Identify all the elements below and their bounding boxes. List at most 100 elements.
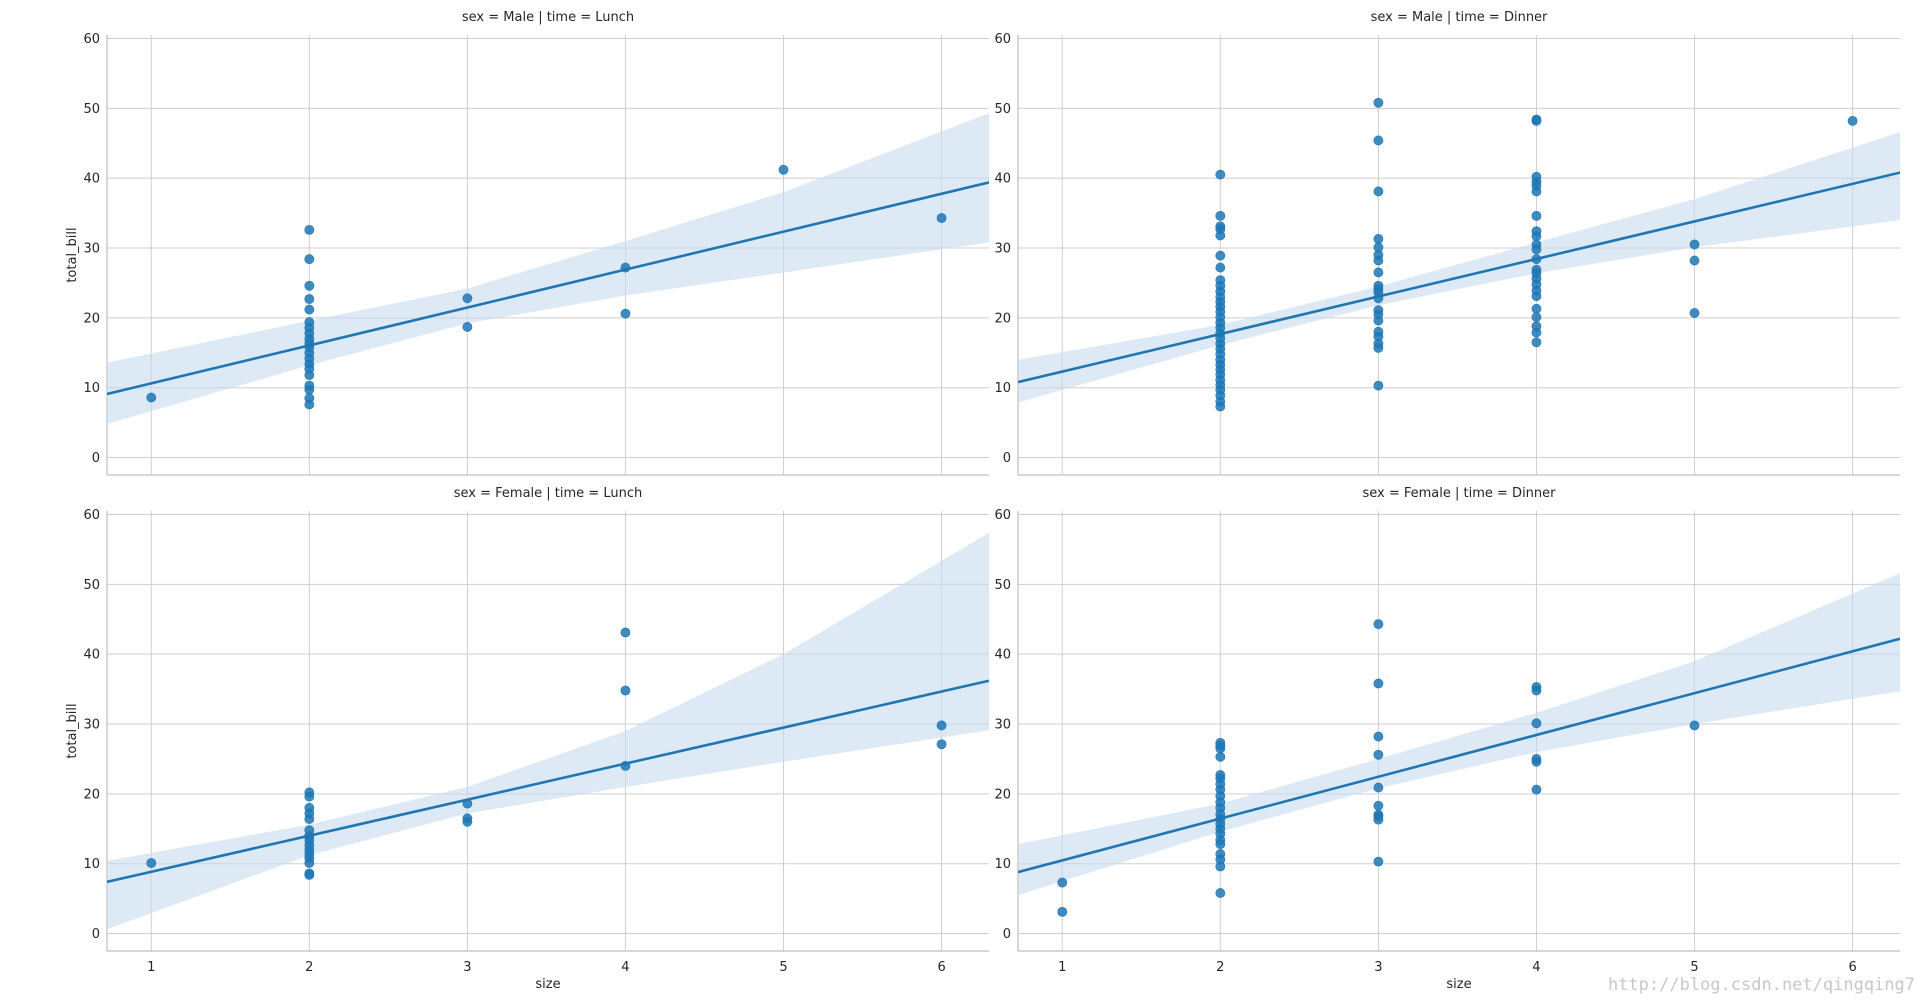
scatter-point (304, 787, 315, 798)
y-tick-label: 60 (994, 32, 1011, 47)
scatter-point (1373, 280, 1384, 291)
scatter-point (1215, 275, 1226, 286)
x-tick-label: 6 (937, 960, 945, 975)
watermark-text: http://blog.csdn.net/qingqing7 (1608, 975, 1915, 995)
y-tick-label: 50 (994, 578, 1011, 593)
scatter-point (1373, 97, 1384, 108)
scatter-point (1373, 234, 1384, 244)
y-tick-label: 60 (83, 508, 100, 523)
scatter-point (1373, 135, 1384, 146)
y-tick-label: 40 (994, 648, 1011, 663)
confidence-band (1018, 132, 1900, 403)
y-tick-label: 60 (83, 32, 100, 47)
scatter-point (304, 304, 315, 315)
scatter-point (1847, 116, 1858, 126)
y-tick-label: 0 (92, 451, 100, 466)
x-tick-label: 4 (621, 960, 629, 975)
plot-content (1018, 97, 1900, 412)
y-tick-label: 0 (1003, 451, 1011, 466)
y-tick-label: 40 (83, 648, 100, 663)
scatter-point (620, 627, 631, 638)
x-tick-label: 3 (463, 960, 471, 975)
facet-title: sex = Male | time = Dinner (1371, 10, 1548, 25)
scatter-point (1215, 751, 1226, 762)
scatter-point (620, 308, 631, 319)
scatter-point (1373, 380, 1384, 391)
y-axis-label: total_bill (65, 703, 80, 758)
scatter-point (462, 813, 473, 824)
scatter-point (936, 720, 947, 731)
scatter-point (304, 825, 315, 836)
y-tick-label: 20 (83, 311, 100, 326)
scatter-point (1373, 678, 1384, 689)
scatter-point (1215, 221, 1226, 232)
x-tick-label: 4 (1532, 960, 1540, 975)
scatter-point (304, 380, 315, 391)
x-tick-label: 5 (779, 960, 787, 975)
scatter-point (1373, 809, 1384, 820)
scatter-point (1215, 169, 1226, 180)
scatter-point (1373, 305, 1384, 316)
scatter-point (304, 802, 315, 813)
scatter-point (1531, 239, 1542, 250)
x-tick-label: 2 (1216, 960, 1224, 975)
scatter-point (936, 213, 947, 223)
facet-panel-1: sex = Male | time = Lunch 0 10 20 30 40 50 60 to… (65, 10, 989, 476)
x-axis-label: size (535, 977, 560, 992)
scatter-point (1531, 321, 1542, 332)
scatter-point (1531, 784, 1542, 795)
scatter-point (1531, 682, 1542, 692)
scatter-point (1215, 737, 1226, 748)
scatter-point (462, 322, 473, 332)
confidence-band (107, 113, 989, 424)
regression-line (1018, 637, 1900, 874)
scatter-point (462, 293, 473, 304)
x-tick-label: 3 (1374, 960, 1382, 975)
scatter-point (1531, 718, 1542, 729)
facet-panel-4: sex = Female | time = Dinner 0 10 20 30 40 50 6… (994, 486, 1900, 992)
scatter-point (1689, 720, 1700, 731)
y-tick-label: 30 (83, 242, 100, 257)
scatter-point (304, 280, 315, 291)
scatter-point (620, 685, 631, 696)
plot-content (1018, 573, 1900, 917)
scatter-point (1689, 255, 1700, 266)
scatter-point (1531, 210, 1542, 221)
scatter-point (304, 294, 315, 304)
scatter-point (304, 254, 315, 265)
scatter-point (1215, 888, 1226, 898)
scatter-point (1373, 800, 1384, 811)
scatter-point (1373, 267, 1384, 278)
y-tick-label: 0 (92, 927, 100, 942)
regression-line (107, 679, 989, 884)
plot-content (107, 113, 989, 424)
y-tick-label: 50 (83, 578, 100, 593)
y-tick-label: 10 (83, 857, 100, 872)
y-tick-label: 10 (83, 381, 100, 396)
y-tick-label: 50 (994, 102, 1011, 117)
y-tick-label: 10 (994, 857, 1011, 872)
scatter-point (1531, 754, 1542, 764)
scatter-point (1531, 303, 1542, 314)
scatter-point (304, 317, 315, 327)
y-tick-label: 40 (83, 172, 100, 187)
plot-content (107, 532, 989, 930)
y-tick-label: 20 (994, 787, 1011, 802)
facet-title: sex = Female | time = Dinner (1362, 486, 1556, 501)
scatter-point (1373, 856, 1384, 867)
scatter-point (1373, 326, 1384, 337)
scatter-point (304, 868, 315, 879)
scatter-point (1373, 782, 1384, 793)
scatter-point (1373, 242, 1384, 253)
scatter-point (1531, 264, 1542, 275)
scatter-point (1373, 731, 1384, 742)
y-tick-label: 30 (994, 718, 1011, 733)
y-tick-label: 0 (1003, 927, 1011, 942)
x-tick-label: 6 (1848, 960, 1856, 975)
x-axis-label: size (1446, 977, 1471, 992)
y-tick-label: 30 (994, 242, 1011, 257)
y-tick-label: 20 (83, 787, 100, 802)
scatter-point (1215, 210, 1226, 221)
scatter-point (1531, 312, 1542, 323)
